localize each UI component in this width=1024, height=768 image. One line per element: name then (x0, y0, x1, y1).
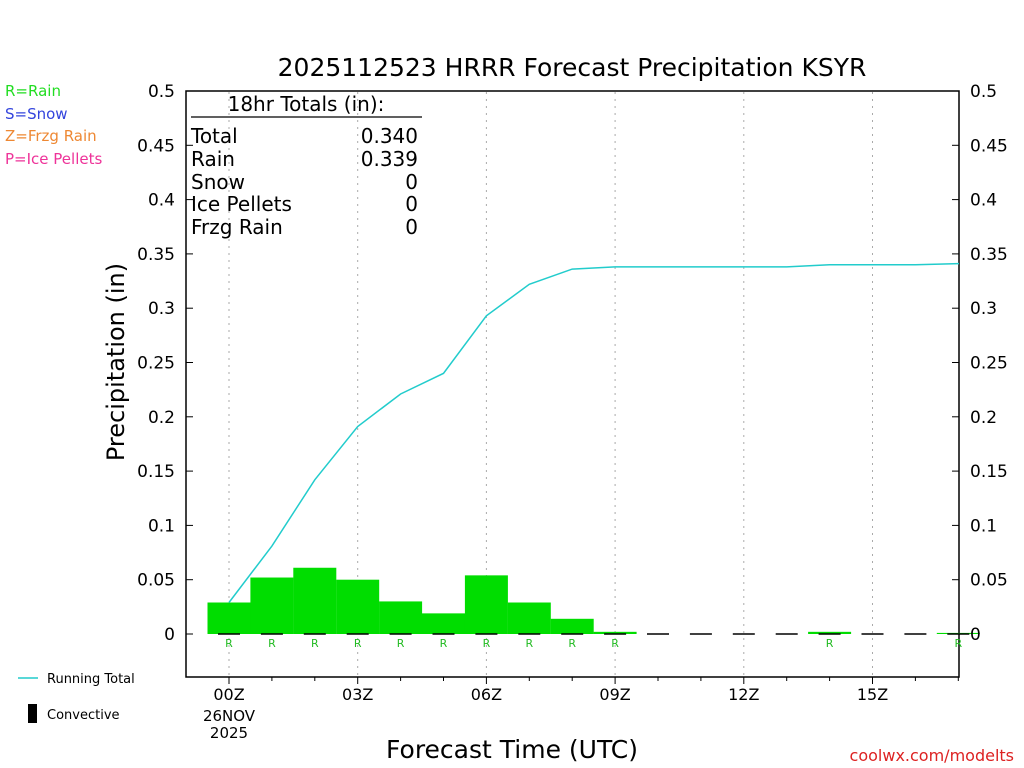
x-tick-label: 12Z (728, 685, 759, 704)
legend-ice-pellets: P=Ice Pellets (5, 150, 102, 168)
ptype-marker: R (354, 637, 362, 650)
totals-box: 18hr Totals (in): Total 0.340 Rain 0.339… (190, 92, 422, 239)
legend-convective-label: Convective (47, 708, 120, 723)
rain-bars (207, 567, 980, 634)
x-date-line2: 2025 (210, 724, 248, 742)
totals-header: 18hr Totals (in): (228, 92, 385, 116)
ptype-marker: R (225, 637, 233, 650)
y-right-tick-label: 0.25 (970, 354, 1008, 374)
y-right-tick-label: 0.35 (970, 245, 1008, 265)
ptype-marker: R (397, 637, 405, 650)
x-tick-label: 03Z (342, 685, 373, 704)
y-left-tick-label: 0.4 (148, 191, 175, 211)
rain-bar (379, 601, 423, 634)
legend-snow: S=Snow (5, 105, 68, 123)
totals-label-frzg: Frzg Rain (191, 215, 283, 239)
running-total-line (228, 262, 959, 603)
ptype-marker: R (311, 637, 319, 650)
chart-title: 2025112523 HRRR Forecast Precipitation K… (278, 53, 867, 82)
rain-bar (250, 577, 294, 634)
y-axis-right: 0 0.05 0.1 0.15 0.2 0.25 0.3 0.35 0.4 0.45 0.5 (952, 82, 1008, 645)
ptype-marker: R (826, 637, 834, 650)
rain-bar (207, 602, 251, 634)
y-right-tick-label: 0.2 (970, 408, 997, 428)
x-date-line1: 26NOV (203, 707, 256, 725)
y-left-tick-label: 0.45 (137, 136, 175, 156)
watermark: coolwx.com/modelts (850, 746, 1014, 765)
rain-bar (507, 602, 551, 634)
y-axis-left: 0 0.05 0.1 0.15 0.2 0.25 0.3 0.35 0.4 0.45 0.5 (137, 82, 193, 645)
y-left-tick-label: 0.35 (137, 245, 175, 265)
totals-value-frzg: 0 (405, 215, 418, 239)
rain-bar (336, 579, 380, 634)
y-left-tick-label: 0.1 (148, 516, 175, 536)
totals-value-rain: 0.339 (361, 147, 418, 171)
totals-value-ice: 0 (405, 192, 418, 216)
line-legend: Running Total Convective (18, 672, 135, 723)
legend-running-total-label: Running Total (47, 672, 135, 687)
y-left-tick-label: 0.3 (148, 299, 175, 319)
legend-convective-swatch (28, 704, 37, 723)
rain-bar (422, 613, 465, 634)
y-left-tick-label: 0 (164, 625, 175, 645)
running-total-polyline (228, 262, 959, 603)
y-left-tick-label: 0.2 (148, 408, 175, 428)
y-right-tick-label: 0.3 (970, 299, 997, 319)
ptype-marker: R (954, 637, 962, 650)
totals-value-total: 0.340 (361, 124, 418, 148)
y-right-tick-label: 0.15 (970, 462, 1008, 482)
legend-rain: R=Rain (5, 82, 61, 100)
ptype-marker: R (568, 637, 576, 650)
y-right-tick-label: 0.5 (970, 82, 997, 102)
x-tick-label: 09Z (599, 685, 630, 704)
y-left-tick-label: 0.15 (137, 462, 175, 482)
y-axis-label: Precipitation (in) (102, 263, 130, 461)
ptype-legend: R=Rain S=Snow Z=Frzg Rain P=Ice Pellets (5, 82, 102, 168)
rain-bar (808, 631, 852, 634)
y-right-tick-label: 0.05 (970, 571, 1008, 591)
totals-value-snow: 0 (405, 170, 418, 194)
ptype-marker: R (525, 637, 533, 650)
rain-bar (293, 567, 337, 634)
x-tick-label: 06Z (471, 685, 502, 704)
x-tick-label: 15Z (857, 685, 888, 704)
y-right-tick-label: 0 (970, 625, 981, 645)
y-left-tick-label: 0.25 (137, 354, 175, 374)
rain-bar (550, 618, 594, 634)
x-tick-label: 00Z (213, 685, 244, 704)
rain-bar (464, 575, 508, 634)
x-axis-label: Forecast Time (UTC) (386, 735, 638, 764)
totals-label-total: Total (190, 124, 238, 148)
ptype-marker: R (611, 637, 619, 650)
y-right-tick-label: 0.4 (970, 191, 997, 211)
y-left-tick-label: 0.05 (137, 571, 175, 591)
ptype-marker: R (440, 637, 448, 650)
legend-frzg-rain: Z=Frzg Rain (5, 127, 97, 145)
totals-label-ice: Ice Pellets (191, 192, 292, 216)
totals-label-snow: Snow (191, 170, 245, 194)
totals-label-rain: Rain (191, 147, 235, 171)
ptype-marker: R (268, 637, 276, 650)
x-axis: 00Z 03Z 06Z 09Z 12Z 15Z (213, 677, 959, 704)
y-left-tick-label: 0.5 (148, 82, 175, 102)
y-right-tick-label: 0.45 (970, 136, 1008, 156)
ptype-marker: R (483, 637, 491, 650)
y-right-tick-label: 0.1 (970, 516, 997, 536)
rain-bar (593, 631, 637, 634)
